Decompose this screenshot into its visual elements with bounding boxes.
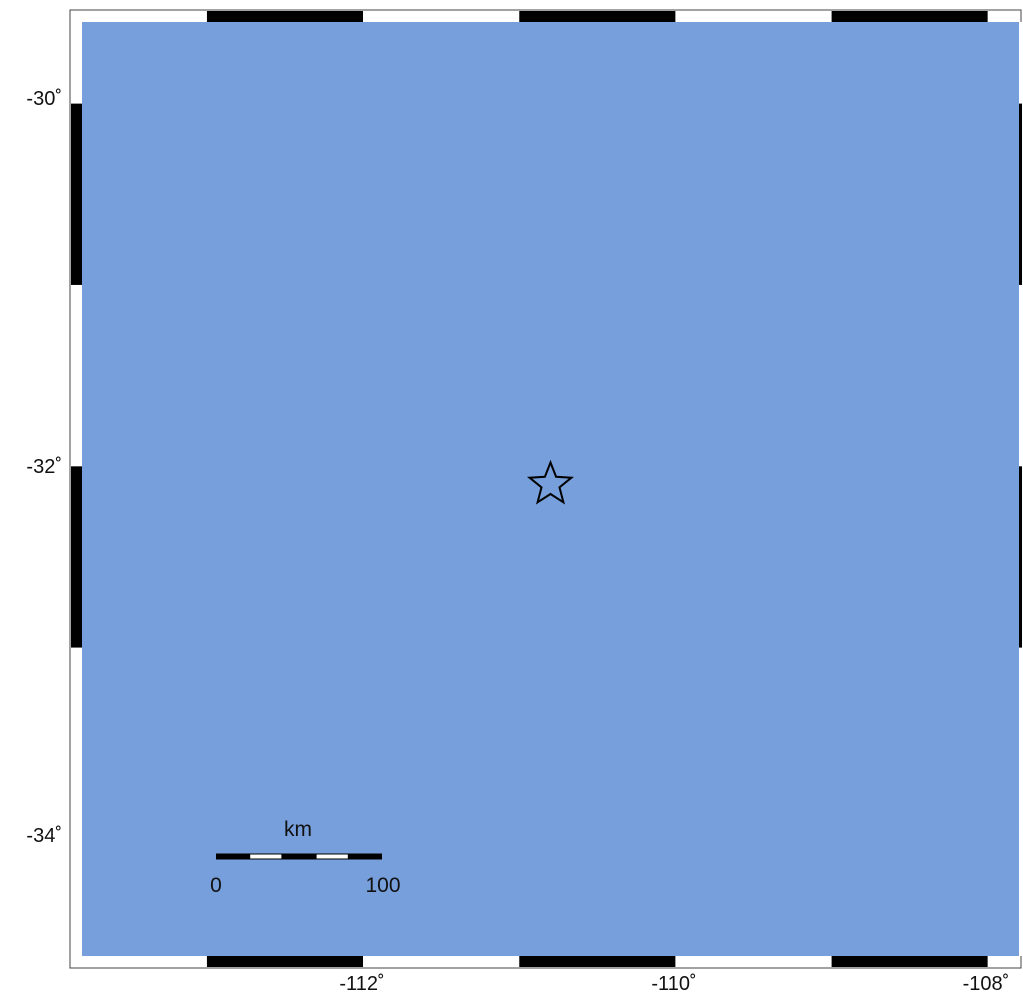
frame-checker-right: [1019, 284, 1022, 467]
frame-checker-left: [71, 829, 82, 956]
frame-checker-top: [675, 11, 832, 22]
frame-checker-left: [71, 647, 82, 830]
scale-bar: km 0 100: [210, 818, 400, 897]
frame-checker-bottom: [831, 956, 988, 967]
scale-bar-end-label: 100: [365, 874, 400, 897]
frame-checker-right: [1019, 466, 1022, 648]
lat-label-34: -34˚: [26, 825, 62, 847]
frame-checker-right: [1019, 22, 1022, 104]
frame-checker-bottom: [987, 956, 1019, 967]
scale-bar-segment: [217, 854, 249, 859]
scale-bar-unit-label: km: [284, 818, 312, 841]
frame-scale-checkers: [71, 11, 1022, 967]
lon-label-108: -108˚: [963, 973, 1010, 995]
frame-checker-right: [1019, 647, 1022, 830]
frame-checker-right: [1019, 829, 1022, 956]
frame-checker-bottom: [519, 956, 676, 967]
frame-checker-top: [987, 11, 1019, 22]
frame-checker-bottom: [363, 956, 520, 967]
scale-bar-segment: [316, 854, 348, 859]
star-icon: [526, 459, 575, 505]
scale-bar-segment: [250, 854, 282, 859]
frame-checker-top: [82, 11, 207, 22]
scale-bar-segment: [349, 854, 381, 859]
lon-label-110: -110˚: [651, 973, 696, 995]
frame-checker-bottom: [206, 956, 364, 967]
frame-checker-bottom: [82, 956, 207, 967]
scale-bar-segment: [283, 854, 315, 859]
frame-checker-bottom: [675, 956, 832, 967]
ocean-area: [82, 22, 1019, 956]
frame-checker-top: [519, 11, 676, 22]
frame-checker-left: [71, 22, 82, 104]
frame-checker-top: [831, 11, 988, 22]
lon-label-112: -112˚: [339, 973, 384, 995]
frame-checker-left: [71, 466, 82, 648]
frame-checker-left: [71, 284, 82, 467]
lat-label-30: -30˚: [26, 88, 62, 110]
frame-checker-top: [363, 11, 520, 22]
scale-bar-segments: [216, 853, 382, 860]
frame-checker-left: [71, 103, 82, 285]
frame-checker-right: [1019, 103, 1022, 285]
frame-checker-top: [206, 11, 364, 22]
lat-label-32: -32˚: [26, 456, 62, 478]
scale-bar-start-label: 0: [210, 874, 222, 897]
